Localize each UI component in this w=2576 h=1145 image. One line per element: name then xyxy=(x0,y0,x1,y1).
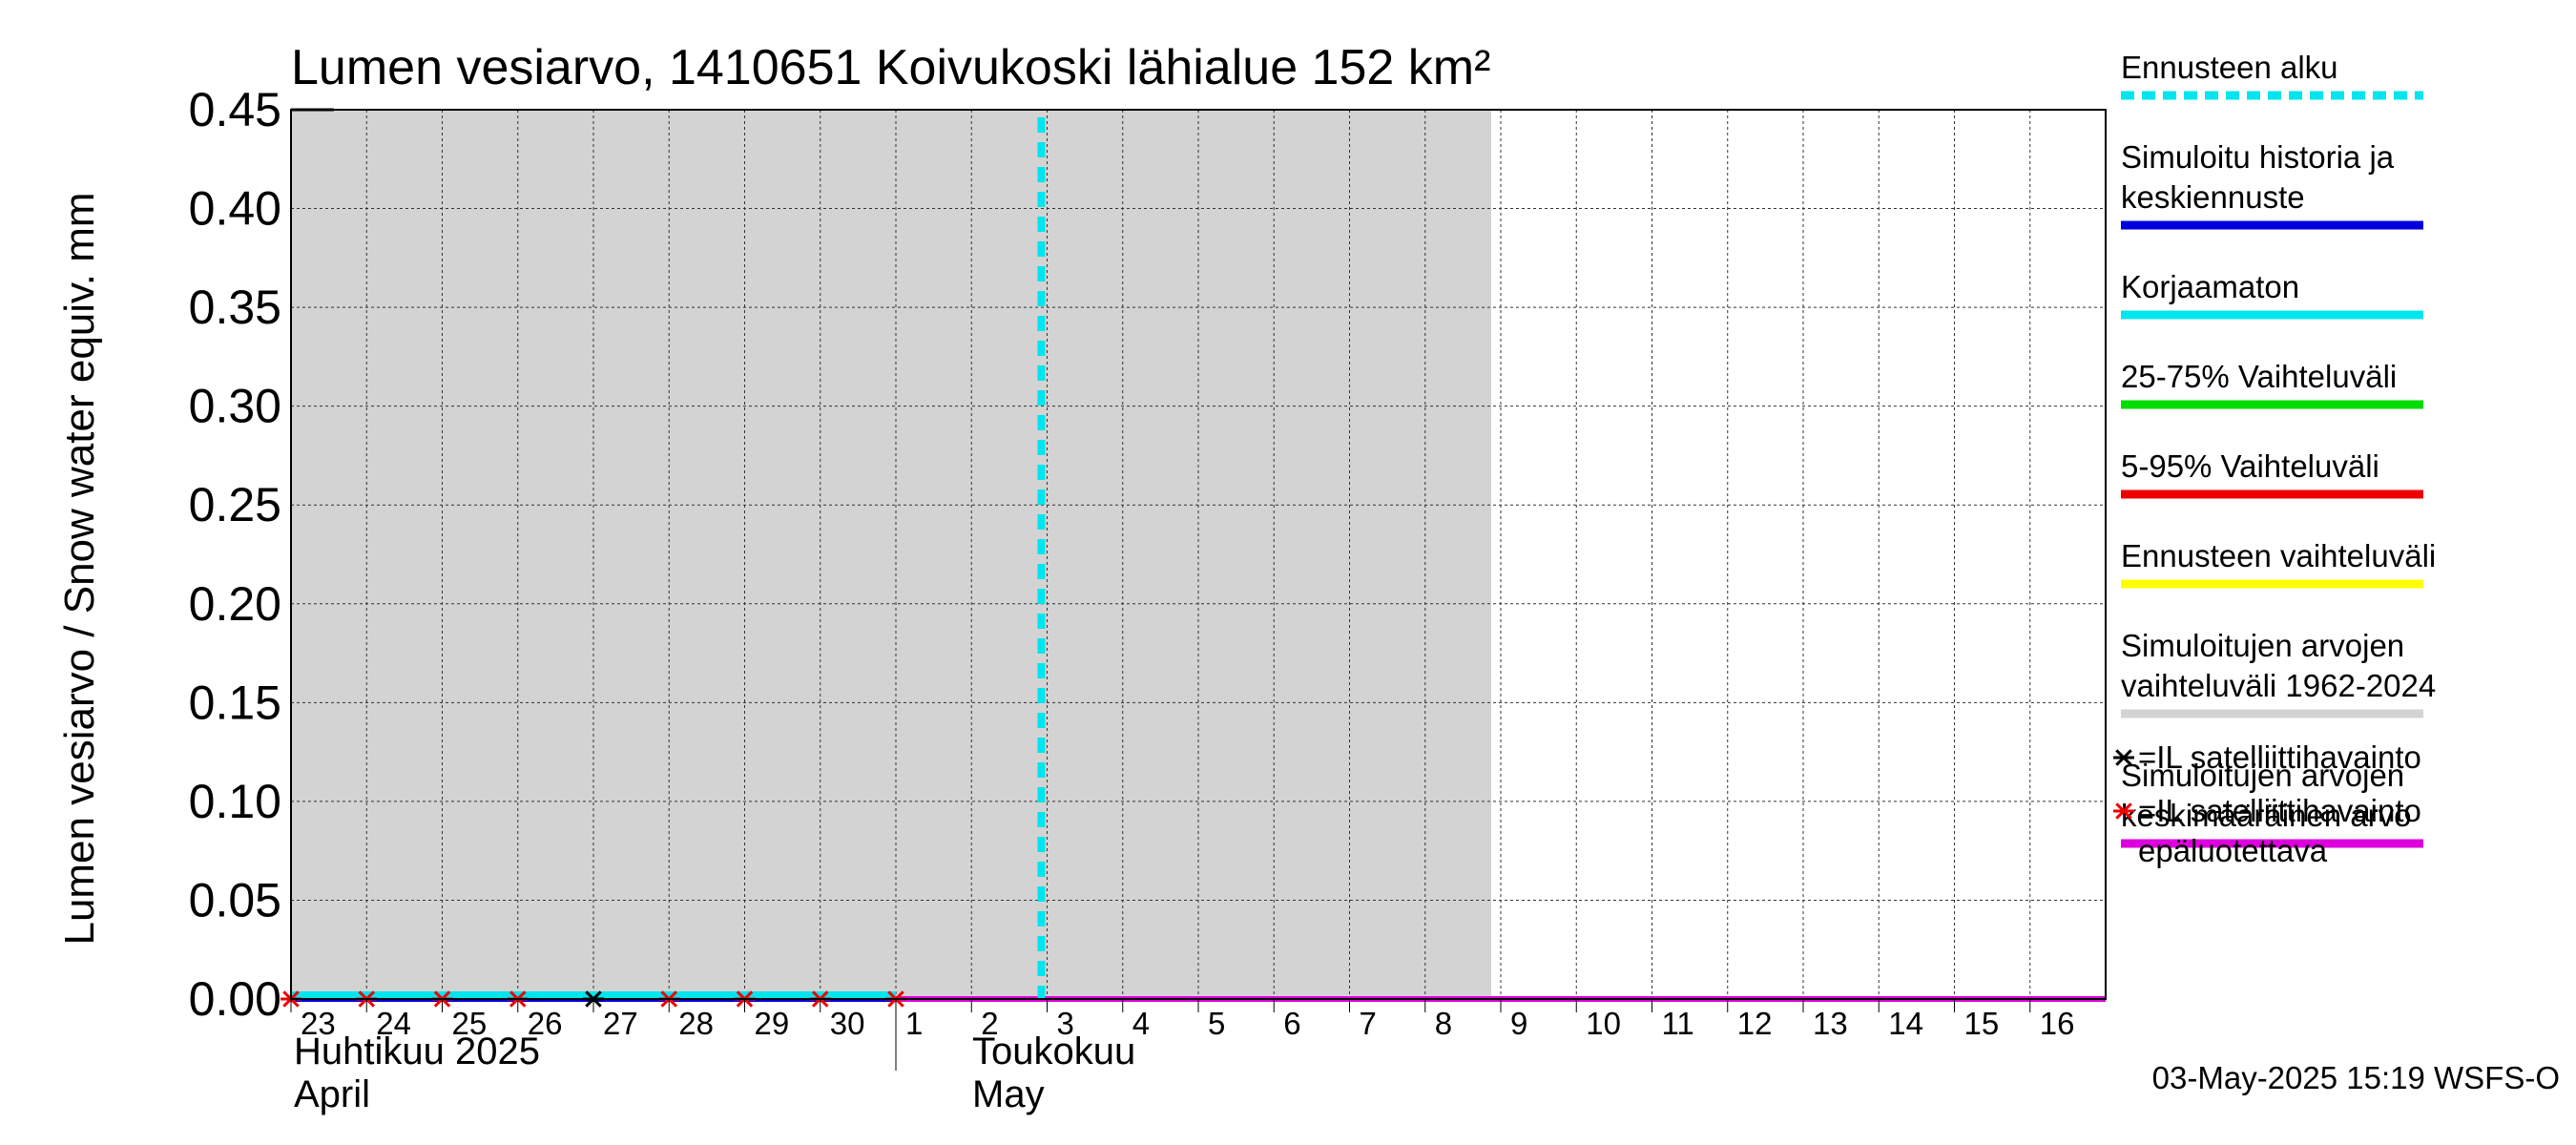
legend-label: Ennusteen alku xyxy=(2121,50,2338,85)
y-tick-label: 0.00 xyxy=(189,972,281,1026)
x-tick-label: 24 xyxy=(376,1006,411,1041)
x-tick-label: 1 xyxy=(905,1006,923,1041)
legend-label: 25-75% Vaihteluväli xyxy=(2121,359,2397,394)
x-tick-label: 10 xyxy=(1586,1006,1621,1041)
legend-marker xyxy=(2113,749,2134,766)
x-tick-label: 12 xyxy=(1737,1006,1773,1041)
x-tick-label: 28 xyxy=(678,1006,714,1041)
x-tick-label: 2 xyxy=(981,1006,998,1041)
legend-label: Ennusteen vaihteluväli xyxy=(2121,538,2436,573)
legend-label: keskiennuste xyxy=(2121,179,2305,215)
legend-marker-label: epäluotettava xyxy=(2138,833,2328,868)
legend-label: vaihteluväli 1962-2024 xyxy=(2121,668,2436,703)
legend-label: Simuloitu historia ja xyxy=(2121,139,2395,175)
month-label-english: April xyxy=(294,1073,370,1115)
y-tick-label: 0.40 xyxy=(189,182,281,236)
x-tick-label: 16 xyxy=(2040,1006,2075,1041)
x-tick-label: 9 xyxy=(1510,1006,1527,1041)
legend-label: Simuloitujen arvojen xyxy=(2121,628,2404,663)
historical-range-area xyxy=(291,110,1491,999)
x-tick-label: 13 xyxy=(1813,1006,1848,1041)
plot-background xyxy=(291,110,1491,999)
x-tick-label: 23 xyxy=(301,1006,336,1041)
month-label: Toukokuu xyxy=(972,1030,1135,1072)
y-tick-label: 0.35 xyxy=(189,281,281,334)
x-tick-label: 15 xyxy=(1964,1006,2000,1041)
legend-label: keskimääräinen arvo xyxy=(2121,798,2411,833)
legend-marker-label: =IL satelliittihavainto xyxy=(2138,793,2421,828)
x-tick-label: 25 xyxy=(452,1006,488,1041)
x-tick-label: 30 xyxy=(830,1006,865,1041)
timestamp: 03-May-2025 15:19 WSFS-O xyxy=(2152,1060,2560,1095)
legend: Ennusteen alku Simuloitu historia ja keski… xyxy=(2113,50,2436,868)
y-tick-label: 0.20 xyxy=(189,577,281,631)
x-tick-label: 3 xyxy=(1057,1006,1074,1041)
legend-label: Simuloitujen arvojen xyxy=(2121,758,2404,793)
x-tick-label: 14 xyxy=(1888,1006,1923,1041)
x-tick-label: 27 xyxy=(603,1006,638,1041)
y-tick-label: 0.25 xyxy=(189,478,281,531)
y-tick-label: 0.45 xyxy=(189,83,281,136)
x-tick-label: 26 xyxy=(528,1006,563,1041)
y-tick-label: 0.15 xyxy=(189,676,281,729)
legend-marker xyxy=(2113,802,2134,820)
y-tick-label: 0.05 xyxy=(189,873,281,926)
month-label-english: May xyxy=(972,1073,1045,1115)
x-tick-label: 6 xyxy=(1283,1006,1300,1041)
x-tick-label: 11 xyxy=(1662,1006,1694,1041)
x-tick-label: 7 xyxy=(1360,1006,1377,1041)
plot-axes: 0.00 0.05 0.10 0.15 0.20 0.25 0.30 0.35 0.40 0.45… xyxy=(189,83,2107,1115)
legend-label: 5-95% Vaihteluväli xyxy=(2121,448,2379,484)
legend-label: Korjaamaton xyxy=(2121,269,2299,304)
marker-stroke xyxy=(2115,749,2132,766)
x-tick-label: 8 xyxy=(1435,1006,1452,1041)
month-label: Huhtikuu 2025 xyxy=(294,1030,540,1072)
x-tick-label: 4 xyxy=(1132,1006,1150,1041)
x-tick-label: 5 xyxy=(1208,1006,1225,1041)
x-tick-label: 29 xyxy=(755,1006,790,1041)
y-tick-label: 0.10 xyxy=(189,775,281,828)
legend-marker-label: =IL satelliittihavainto xyxy=(2138,739,2421,775)
y-tick-label: 0.30 xyxy=(189,380,281,433)
chart-title: Lumen vesiarvo, 1410651 Koivukoski lähia… xyxy=(291,40,1490,95)
y-axis-label: Lumen vesiarvo / Snow water equiv. mm xyxy=(56,192,103,945)
marker-stroke xyxy=(2115,802,2132,820)
